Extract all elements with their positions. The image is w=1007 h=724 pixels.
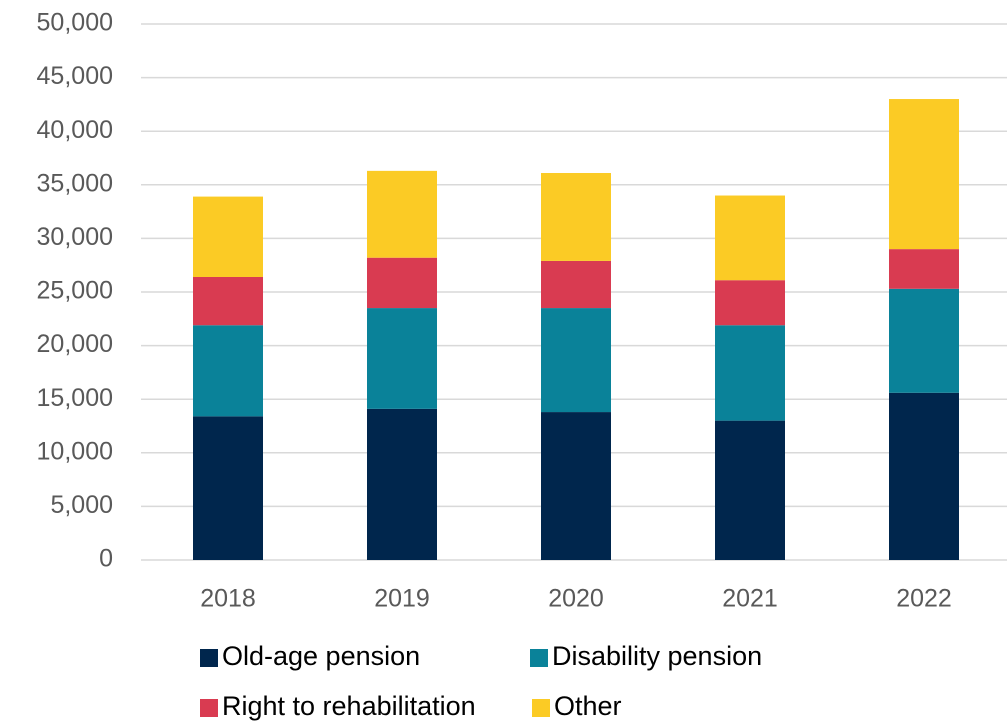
y-tick-label: 45,000 [37, 62, 113, 90]
bar-segment [889, 99, 959, 250]
y-tick-label: 10,000 [37, 437, 113, 465]
y-tick-label: 20,000 [37, 330, 113, 358]
legend-swatch [200, 649, 218, 667]
y-tick-label: 25,000 [37, 277, 113, 305]
bar-segment [367, 408, 437, 560]
y-tick-label: 15,000 [37, 384, 113, 412]
bar-segment [715, 280, 785, 326]
bar-segment [541, 173, 611, 261]
legend-label: Disability pension [552, 641, 762, 671]
bar-segment [367, 257, 437, 309]
x-tick-label: 2019 [374, 585, 430, 613]
y-tick-label: 35,000 [37, 169, 113, 197]
y-tick-label: 40,000 [37, 116, 113, 144]
legend-swatch [532, 699, 550, 717]
bar-segment [367, 308, 437, 409]
y-tick-label: 50,000 [37, 9, 113, 37]
legend-label: Other [554, 691, 622, 721]
bar-segment [541, 412, 611, 560]
bar-segment [193, 416, 263, 560]
legend-swatch [530, 649, 548, 667]
bar-segment [193, 276, 263, 326]
legend-swatch [200, 699, 218, 717]
bar-segment [715, 195, 785, 281]
bar-segment [889, 392, 959, 560]
x-tick-label: 2018 [200, 585, 256, 613]
bar-segment [715, 420, 785, 560]
bar-segment [889, 249, 959, 289]
bar-segment [193, 196, 263, 277]
bar-segment [715, 325, 785, 421]
x-tick-label: 2021 [722, 585, 778, 613]
x-tick-label: 2020 [548, 585, 604, 613]
bar-segment [889, 288, 959, 393]
bar-segment [193, 325, 263, 417]
y-tick-label: 30,000 [37, 223, 113, 251]
y-tick-label: 0 [99, 545, 113, 573]
bar-segment [541, 308, 611, 413]
legend-label: Right to rehabilitation [222, 691, 476, 721]
bar-segment [541, 260, 611, 309]
legend-label: Old-age pension [222, 641, 420, 671]
y-tick-label: 5,000 [50, 491, 113, 519]
x-tick-label: 2022 [896, 585, 952, 613]
bar-segment [367, 170, 437, 258]
